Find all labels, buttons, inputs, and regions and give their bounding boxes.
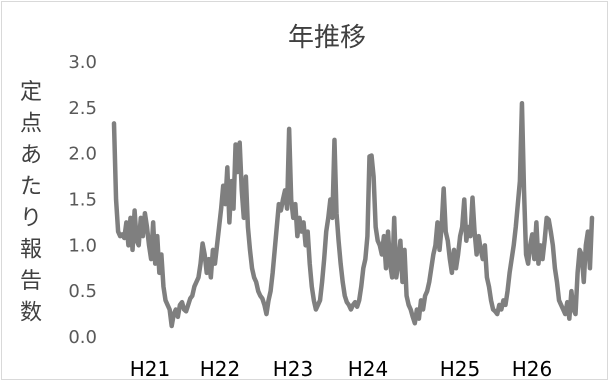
x-category-label: H23 (273, 357, 314, 381)
y-tick-label: 2.5 (68, 98, 97, 119)
x-category-label: H24 (348, 357, 389, 381)
y-axis-ticks: 3.0 2.5 2.0 1.5 1.0 0.5 0.0 (68, 52, 97, 348)
y-axis-label-char: 点 (20, 112, 42, 137)
x-category-label: H25 (440, 357, 481, 381)
x-category-label: H22 (200, 357, 241, 381)
x-axis-categories: H21 H22 H23 H24 H25 H26 (130, 357, 553, 381)
y-tick-label: 2.0 (68, 144, 97, 165)
y-axis-label-char: 報 (20, 238, 42, 263)
y-tick-label: 1.0 (68, 235, 97, 256)
x-category-label: H26 (512, 357, 553, 381)
y-axis-label-char: り (20, 206, 42, 231)
y-axis-label-char: 定 (20, 80, 42, 105)
y-axis-label-char: た (20, 175, 42, 200)
y-tick-label: 0.5 (68, 281, 97, 302)
y-axis-label-char: 告 (20, 269, 42, 294)
series-line (111, 101, 595, 329)
y-axis-label-char: あ (20, 143, 42, 168)
y-tick-label: 1.5 (68, 190, 97, 211)
y-tick-label: 3.0 (68, 52, 97, 73)
y-axis-label-char: 数 (20, 301, 42, 326)
series-group (111, 101, 595, 329)
x-category-label: H21 (130, 357, 171, 381)
y-tick-label: 0.0 (68, 327, 97, 348)
chart-title: 年推移 (288, 23, 366, 53)
